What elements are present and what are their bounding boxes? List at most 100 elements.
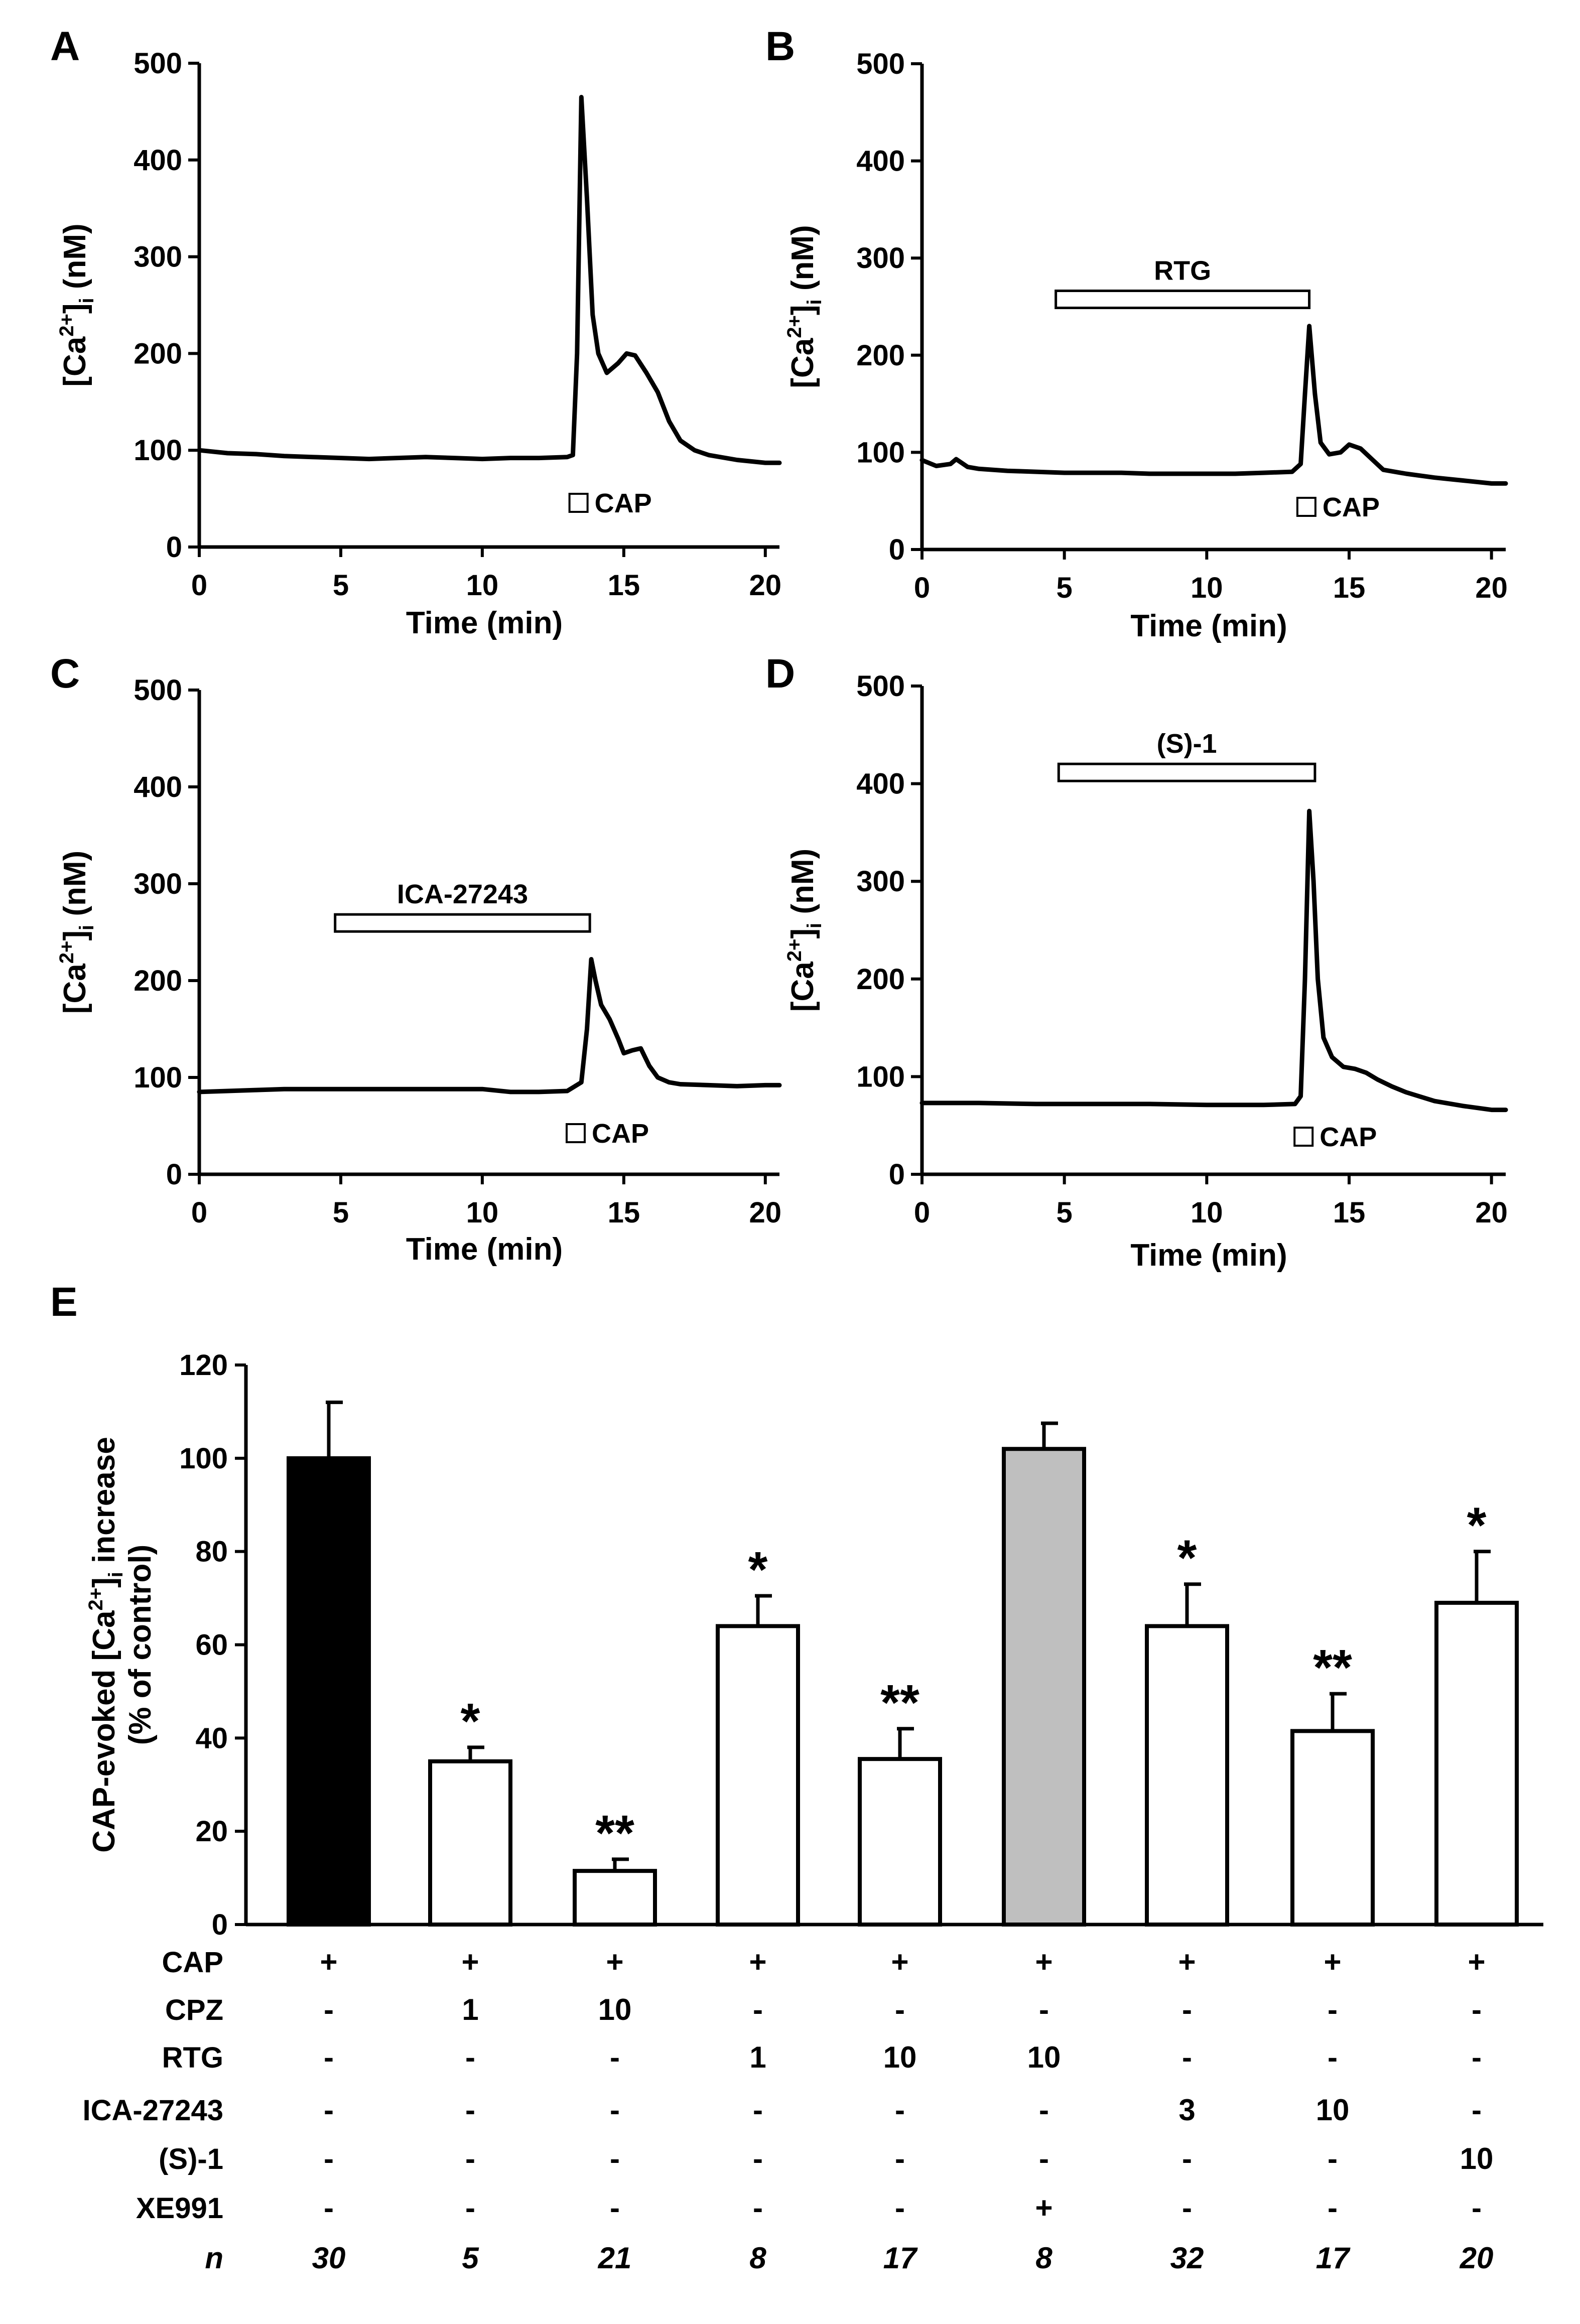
significance-mark: * xyxy=(748,1542,768,1598)
bar xyxy=(573,1869,657,1927)
x-tick-label: 0 xyxy=(191,1196,207,1229)
text-part: increase xyxy=(87,1437,121,1572)
text-part: i xyxy=(76,298,98,303)
table-cell: 10 xyxy=(1316,2093,1350,2127)
y-tick-label: 300 xyxy=(134,241,182,274)
x-tick-label: 10 xyxy=(1191,1196,1223,1229)
table-cell: - xyxy=(465,2040,475,2074)
treatment-label: ICA-27243 xyxy=(397,879,528,909)
table-cell: - xyxy=(1472,2191,1482,2225)
y-tick-label: 100 xyxy=(134,434,182,467)
bar xyxy=(1002,1447,1086,1927)
y-tick-label: 20 xyxy=(195,1815,228,1848)
table-cell: 10 xyxy=(1460,2142,1494,2175)
table-row-label: RTG xyxy=(162,2041,223,2074)
table-cell: 5 xyxy=(462,2241,479,2275)
y-axis-title: [Ca2+]i (nM) xyxy=(783,849,826,1012)
table-cell: + xyxy=(1178,1945,1196,1979)
table-cell: - xyxy=(1182,2040,1192,2074)
table-cell: + xyxy=(606,1945,623,1979)
x-tick-label: 5 xyxy=(1057,1196,1073,1229)
y-tick-label: 80 xyxy=(195,1536,228,1568)
bar xyxy=(428,1759,512,1927)
text-part: CAP-evoked [Ca xyxy=(87,1610,121,1853)
cap-marker xyxy=(1296,497,1316,517)
table-cell: 20 xyxy=(1460,2241,1494,2275)
y-tick-label: 500 xyxy=(134,47,182,80)
y-tick-label: 60 xyxy=(195,1629,228,1662)
bar xyxy=(716,1624,800,1927)
text-part: [Ca xyxy=(58,336,92,386)
panel-letter: E xyxy=(50,1279,78,1325)
calcium-trace xyxy=(919,808,1508,1113)
significance-mark: * xyxy=(1177,1530,1197,1586)
panel-a: A 0 100 200 300 400 500 0 5 10 15 20 Time (min) [Ca2+… xyxy=(50,24,782,640)
significance-mark: * xyxy=(461,1693,480,1749)
text-part: i xyxy=(105,1572,127,1577)
text-part: (nM) xyxy=(58,851,92,925)
table-cell: - xyxy=(465,2191,475,2225)
x-tick-label: 20 xyxy=(1475,572,1508,604)
x-tick-label: 5 xyxy=(333,569,349,602)
y-tick-label: 200 xyxy=(856,339,905,372)
table-cell: 10 xyxy=(1027,2040,1061,2074)
table-cell: - xyxy=(465,2093,475,2127)
table-cell: + xyxy=(1468,1945,1485,1979)
y-tick-label: 200 xyxy=(134,337,182,370)
x-axis-title: Time (min) xyxy=(1130,609,1287,643)
x-tick-label: 0 xyxy=(914,572,930,604)
x-axis-title: Time (min) xyxy=(1130,1238,1287,1273)
y-tick-label: 0 xyxy=(889,1158,905,1191)
y-tick-label: 500 xyxy=(856,48,905,80)
calcium-trace xyxy=(197,957,782,1095)
cap-label: CAP xyxy=(1320,1122,1377,1152)
x-tick-label: 15 xyxy=(1333,1196,1366,1229)
table-cell: - xyxy=(324,1993,334,2026)
y-tick-label: 120 xyxy=(179,1349,228,1382)
x-tick-label: 0 xyxy=(191,569,207,602)
table-cell: + xyxy=(1035,1945,1052,1979)
text-part: Time (min) xyxy=(406,606,563,640)
text-part: [Ca xyxy=(58,964,92,1014)
bar xyxy=(1145,1624,1229,1927)
y-tick-label: 400 xyxy=(134,771,182,803)
table-cell: - xyxy=(324,2040,334,2074)
x-tick-label: 15 xyxy=(1333,572,1366,604)
panel-letter: D xyxy=(765,651,795,697)
table-cell: 8 xyxy=(749,2241,766,2275)
treatment-bar xyxy=(1057,762,1316,782)
table-cell: - xyxy=(1328,1993,1338,2026)
table-cell: - xyxy=(324,2191,334,2225)
y-tick-label: 500 xyxy=(134,674,182,707)
table-cell: 32 xyxy=(1170,2241,1204,2275)
text-part: (nM) xyxy=(58,223,92,298)
table-cell: - xyxy=(753,2142,763,2175)
table-cell: 8 xyxy=(1035,2241,1052,2275)
cap-marker xyxy=(1293,1127,1314,1147)
calcium-trace xyxy=(919,324,1508,486)
table-cell: 1 xyxy=(749,2040,766,2074)
y-axis-title: [Ca2+]i (nM) xyxy=(56,223,98,386)
y-tick-label: 200 xyxy=(856,963,905,996)
table-row-label: CAP xyxy=(162,1946,223,1979)
table-cell: - xyxy=(610,2040,620,2074)
significance-mark: ** xyxy=(880,1675,919,1731)
text-part: i xyxy=(76,925,98,930)
table-cell: 3 xyxy=(1178,2093,1195,2127)
table-row-label: XE991 xyxy=(136,2192,223,2225)
treatment-label: RTG xyxy=(1154,256,1211,286)
table-cell: - xyxy=(610,2191,620,2225)
text-part: (nM) xyxy=(785,225,820,299)
y-tick-label: 100 xyxy=(856,436,905,469)
x-axis-title: Time (min) xyxy=(406,1232,563,1267)
y-tick-label: 100 xyxy=(856,1060,905,1093)
table-cell: - xyxy=(324,2142,334,2175)
text-part: ] xyxy=(785,928,820,939)
y-tick-label: 0 xyxy=(166,1158,182,1191)
x-tick-label: 5 xyxy=(1057,572,1073,604)
x-tick-label: 0 xyxy=(914,1196,930,1229)
bar xyxy=(1290,1729,1375,1927)
table-cell: - xyxy=(1182,1993,1192,2026)
x-tick-label: 10 xyxy=(1191,572,1223,604)
